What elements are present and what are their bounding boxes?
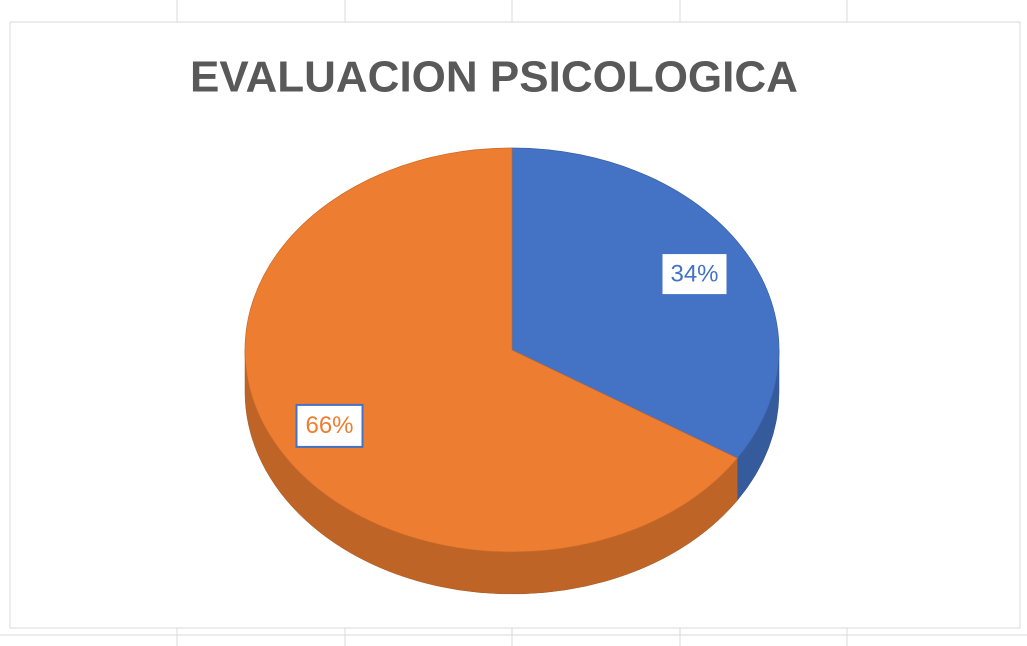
pie [244, 147, 780, 595]
data-label: 66% [305, 412, 353, 439]
pie-slice [244, 147, 738, 553]
data-label-box [295, 403, 364, 448]
data-labels: 34% 66% [295, 252, 729, 448]
data-label: 34% [670, 260, 718, 287]
pie-slice [511, 147, 780, 459]
chart-title: EVALUACION PSICOLOGICA [190, 53, 798, 102]
data-label-box [660, 252, 729, 297]
